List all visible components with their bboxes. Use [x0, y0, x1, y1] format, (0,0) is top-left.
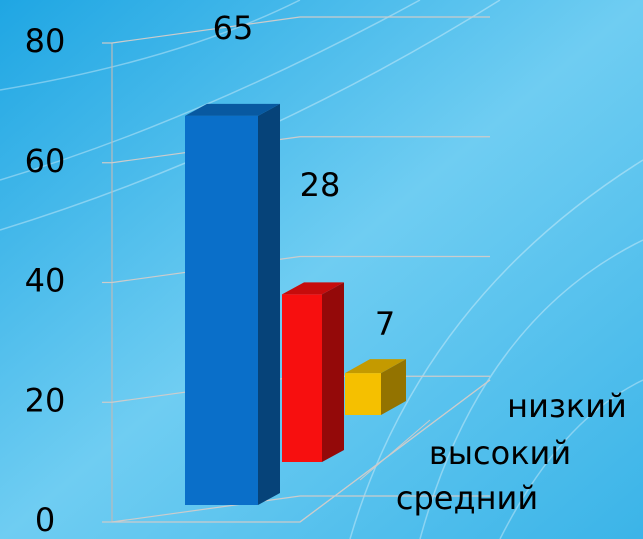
category-label: низкий — [507, 387, 627, 425]
bar-top — [185, 103, 280, 116]
bar — [185, 115, 258, 505]
y-tick-label: 80 — [25, 22, 66, 60]
floor-line — [359, 419, 431, 481]
grid-line — [111, 495, 490, 523]
bar — [345, 373, 381, 415]
data-label: 65 — [213, 9, 254, 47]
bar-top — [345, 359, 406, 374]
y-tick-label: 60 — [25, 142, 66, 180]
y-tick-label: 40 — [25, 262, 66, 300]
category-label: средний — [396, 479, 538, 517]
bar-side — [322, 282, 344, 462]
y-tick-label: 0 — [35, 501, 55, 539]
bar-top — [282, 282, 344, 295]
data-label: 28 — [300, 166, 341, 204]
grid-line — [111, 255, 490, 284]
grid-line — [111, 16, 490, 44]
bar-side — [258, 103, 280, 505]
y-tick-label: 20 — [25, 381, 66, 419]
category-label: высокий — [429, 434, 571, 472]
grid-line — [111, 136, 490, 164]
bar — [282, 294, 322, 462]
floor-line — [299, 379, 491, 523]
bar-side — [381, 359, 406, 415]
data-label: 7 — [375, 305, 395, 343]
